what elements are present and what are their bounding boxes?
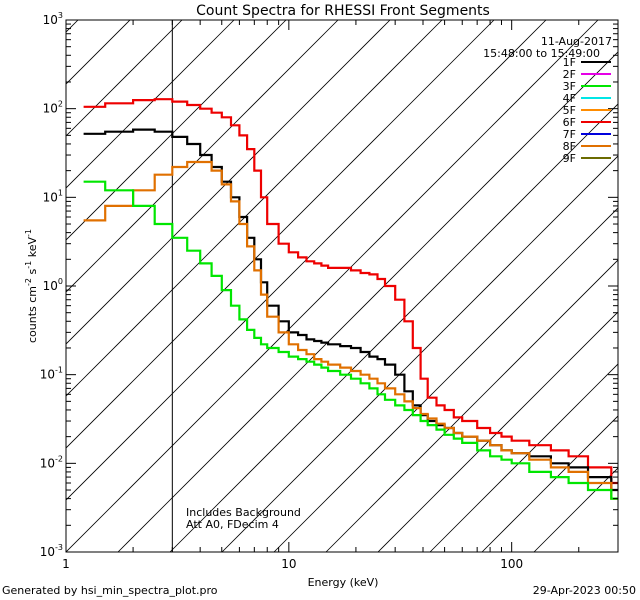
y-tick-label: 10-2 [40,454,63,470]
footer-timestamp: 29-Apr-2023 00:50 [532,584,636,597]
hatch-line [66,20,443,397]
hatch-line [66,20,287,241]
hatch-line [66,20,183,137]
hatch-line [0,20,26,552]
y-tick-label: 10-3 [40,543,63,559]
time-range-label: 15:48:00 to 15:49:00 [483,47,600,60]
legend-label-2F: 2F [563,68,576,81]
series-line-8F [83,160,618,500]
y-tick-label: 102 [43,100,63,116]
hatch-line [66,20,599,552]
x-tick-label: 100 [500,557,523,571]
x-tick-label: 1 [62,557,70,571]
y-axis-label-text: counts cm-2 s-1 keV-1 [24,229,39,343]
hatch-line [66,20,131,85]
x-tick-label: 10 [281,557,296,571]
legend-label-4F: 4F [563,92,576,105]
annotation-attenuator: Att A0, FDecim 4 [186,518,279,531]
y-tick-label: 10-1 [40,366,63,382]
legend-label-9F: 9F [563,152,576,165]
hatch-line [66,20,235,189]
series-group [83,98,618,500]
y-tick-label: 101 [43,188,63,204]
hatch-line [325,259,618,552]
annotation-background: Includes Background [186,506,301,519]
legend-label-5F: 5F [563,104,576,117]
legend-label-1F: 1F [563,56,576,69]
footer-generated: Generated by hsi_min_spectra_plot.pro [2,584,218,597]
hatch-line [66,20,495,449]
hatch-line [377,311,618,552]
hatch-line [66,20,391,345]
series-line-6F [83,98,618,485]
legend-label-3F: 3F [563,80,576,93]
hatch-line [221,155,618,552]
hatch-line [273,207,618,552]
hatch-line [481,415,618,552]
date-label: 11-Aug-2017 [541,35,612,48]
hatch-line [66,20,547,501]
series-line-3F [83,180,618,500]
x-axis-label: Energy (keV) [308,576,379,589]
legend-label-8F: 8F [563,140,576,153]
legend-label-6F: 6F [563,116,576,129]
chart-title: Count Spectra for RHESSI Front Segments [196,3,490,19]
y-axis-label: counts cm-2 s-1 keV-1 [24,229,39,343]
y-tick-label: 103 [43,11,63,27]
axes: 1 10 100 10-3 10-2 10-1 100 101 102 103 [40,11,619,571]
y-tick-label: 100 [43,277,63,293]
legend-label-7F: 7F [563,128,576,141]
